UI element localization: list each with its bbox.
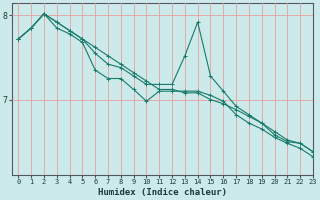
X-axis label: Humidex (Indice chaleur): Humidex (Indice chaleur) bbox=[98, 188, 227, 197]
